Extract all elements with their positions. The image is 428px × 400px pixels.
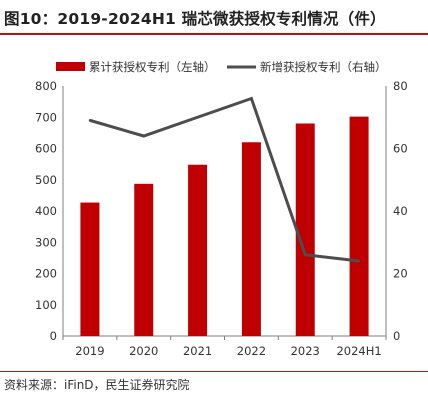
left-tick-label: 300: [35, 235, 57, 249]
bar: [295, 123, 315, 336]
line-point: [250, 97, 253, 100]
x-tick-label: 2022: [237, 344, 266, 358]
left-tick-label: 0: [50, 329, 57, 343]
bar: [241, 142, 261, 336]
right-tick-label: 20: [393, 267, 408, 281]
line-series: [88, 96, 361, 263]
legend: 累计获授权专利（左轴） 新增获授权专利（右轴）: [56, 60, 387, 74]
x-tick-label: 2021: [183, 344, 212, 358]
line-point: [196, 116, 199, 119]
left-tick-label: 100: [35, 298, 57, 312]
bar-series: [80, 116, 369, 336]
x-tick-label: 2023: [291, 344, 320, 358]
x-axis-ticks: 2019 2020 2021 2022 2023 2024H1: [62, 336, 387, 358]
bar: [349, 116, 369, 336]
left-tick-label: 700: [35, 110, 57, 124]
right-tick-label: 0: [393, 329, 400, 343]
title-divider: [0, 33, 428, 35]
right-tick-label: 40: [393, 204, 408, 218]
right-tick-label: 80: [393, 79, 408, 93]
line-point: [142, 134, 145, 138]
line-path: [89, 96, 360, 263]
left-tick-label: 600: [35, 142, 57, 156]
right-axis-ticks: 0 20 40 60 80: [393, 79, 408, 343]
x-tick-label: 2019: [75, 344, 104, 358]
x-tick-label: 2024H1: [336, 344, 381, 358]
bar: [188, 164, 208, 336]
source-note: 资料来源：iFinD，民生证券研究院: [4, 378, 190, 392]
left-tick-label: 400: [35, 204, 57, 218]
axes: [62, 86, 387, 337]
x-tick-label: 2020: [129, 344, 158, 358]
left-tick-label: 500: [35, 173, 57, 187]
line-point: [88, 119, 92, 122]
bar: [80, 202, 100, 336]
left-axis-ticks: 0 100 200 300 400 500 600 700 800: [35, 79, 57, 343]
left-tick-label: 800: [35, 79, 57, 93]
line-point: [357, 259, 361, 263]
line-point: [304, 253, 307, 256]
legend-bar-label: 累计获授权专利（左轴）: [89, 60, 216, 74]
bar: [134, 183, 154, 336]
legend-bar-swatch: [56, 62, 85, 71]
left-tick-label: 200: [35, 267, 57, 281]
source-divider: [0, 371, 428, 372]
figure-title: 图10：2019-2024H1 瑞芯微获授权专利情况（件）: [4, 10, 386, 28]
right-tick-label: 60: [393, 142, 408, 156]
legend-line-label: 新增获授权专利（右轴）: [260, 60, 387, 74]
